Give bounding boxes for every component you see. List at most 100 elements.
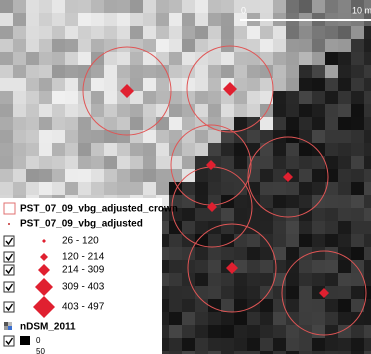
raster-cell (169, 247, 183, 261)
raster-cell (195, 52, 209, 66)
raster-cell (221, 52, 235, 66)
raster-cell (65, 52, 79, 66)
raster-cell (221, 325, 235, 339)
raster-cell (26, 52, 40, 66)
raster-cell (195, 195, 209, 209)
raster-cell (286, 273, 300, 287)
raster-cell (364, 195, 371, 209)
raster-cell (208, 130, 222, 144)
raster-cell (195, 117, 209, 131)
raster-cell (221, 0, 235, 14)
page: {"scale_bar": {"labels": ["0", "10 m"]},… (0, 0, 371, 354)
raster-cell (286, 39, 300, 53)
scale-label: 0 (241, 5, 246, 15)
raster-cell (91, 104, 105, 118)
raster-cell (325, 247, 339, 261)
raster-cell (299, 260, 313, 274)
raster-cell (78, 13, 92, 27)
raster-cell (13, 39, 27, 53)
raster-cell (325, 221, 339, 235)
raster-cell (312, 91, 326, 105)
raster-cell (195, 130, 209, 144)
raster-cell (325, 117, 339, 131)
raster-cell (364, 52, 371, 66)
raster-cell (143, 65, 157, 79)
raster-cell (273, 286, 287, 300)
raster-cell (39, 169, 53, 183)
raster-cell (247, 65, 261, 79)
raster-cell (351, 130, 365, 144)
raster-cell (312, 0, 326, 14)
raster-cell (182, 78, 196, 92)
raster-cell (195, 78, 209, 92)
raster-cell (338, 0, 352, 14)
raster-cell (312, 299, 326, 313)
raster-cell (312, 130, 326, 144)
raster-cell (273, 91, 287, 105)
raster-cell (156, 52, 170, 66)
raster-cell (117, 13, 131, 27)
raster-cell (156, 78, 170, 92)
raster-cell (117, 182, 131, 196)
raster-cell (247, 338, 261, 352)
raster-cell (351, 221, 365, 235)
raster-cell (325, 260, 339, 274)
raster-cell (182, 286, 196, 300)
raster-cell (273, 338, 287, 352)
raster-cell (260, 312, 274, 326)
raster-cell (195, 39, 209, 53)
raster-cell (65, 117, 79, 131)
raster-cell (260, 195, 274, 209)
point-swatch (8, 223, 10, 225)
raster-cell (299, 91, 313, 105)
raster-cell (234, 299, 248, 313)
raster-cell (286, 247, 300, 261)
raster-cell (52, 0, 66, 14)
raster-cell (312, 234, 326, 248)
raster-cell (286, 182, 300, 196)
raster-cell (195, 0, 209, 14)
raster-cell (351, 338, 365, 352)
raster-cell (78, 156, 92, 170)
raster-cell (260, 169, 274, 183)
raster-cell (247, 312, 261, 326)
raster-cell (299, 143, 313, 157)
raster-cell (78, 65, 92, 79)
raster-cell (208, 65, 222, 79)
raster-cell (91, 91, 105, 105)
raster-cell (286, 78, 300, 92)
raster-cell (364, 182, 371, 196)
raster-icon (4, 322, 12, 330)
raster-cell (195, 312, 209, 326)
raster-cell (143, 182, 157, 196)
raster-cell (26, 13, 40, 27)
raster-cell (325, 39, 339, 53)
raster-cell (247, 91, 261, 105)
raster-cell (169, 260, 183, 274)
raster-cell (286, 26, 300, 40)
raster-cell (104, 169, 118, 183)
raster-cell (208, 52, 222, 66)
raster-cell (286, 234, 300, 248)
raster-cell (195, 26, 209, 40)
raster-cell (338, 221, 352, 235)
raster-cell (130, 13, 144, 27)
raster-cell (364, 169, 371, 183)
raster-cell (91, 26, 105, 40)
raster-cell (169, 143, 183, 157)
raster-cell (195, 208, 209, 222)
raster-cell (169, 104, 183, 118)
raster-cell (169, 338, 183, 352)
raster-cell (260, 143, 274, 157)
raster-cell (364, 143, 371, 157)
raster-cell (182, 338, 196, 352)
raster-cell (338, 143, 352, 157)
raster-cell (169, 39, 183, 53)
raster-cell (156, 130, 170, 144)
raster-cell (325, 312, 339, 326)
raster-cell (65, 169, 79, 183)
raster-cell (364, 78, 371, 92)
raster-cell (312, 338, 326, 352)
raster-cell (338, 52, 352, 66)
raster-cell (208, 286, 222, 300)
